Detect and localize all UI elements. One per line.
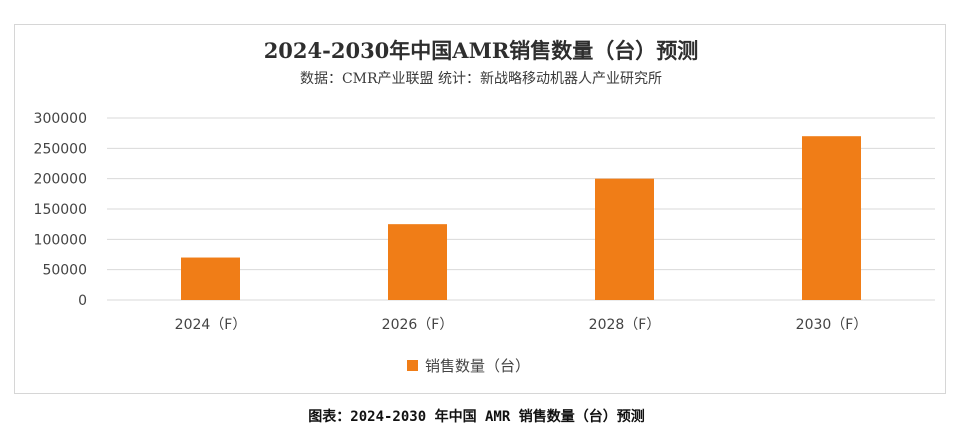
y-tick-label: 300000 [34,111,87,127]
chart-title: 2024-2030年中国AMR销售数量（台）预测 [264,38,699,63]
figure-caption: 图表：2024-2030 年中国 AMR 销售数量（台）预测 [308,409,645,425]
x-axis-ticks: 2024（F） 2026（F） 2028（F） 2030（F） [175,317,868,333]
y-tick-label: 250000 [34,141,87,157]
y-axis-ticks: 0 50000 100000 150000 200000 250000 300000 [34,111,87,309]
chart-subtitle: 数据：CMR产业联盟 统计：新战略移动机器人产业研究所 [300,71,662,87]
bar [595,178,654,300]
legend-label: 销售数量（台） [425,357,530,375]
y-tick-label: 50000 [42,263,87,279]
y-tick-label: 100000 [34,232,87,248]
bar-chart: 2024-2030年中国AMR销售数量（台）预测 数据：CMR产业联盟 统计：新… [34,38,935,375]
legend-swatch [407,360,418,371]
x-tick-label: 2030（F） [796,317,868,333]
x-tick-label: 2026（F） [382,317,454,333]
x-tick-label: 2028（F） [589,317,661,333]
bar [802,136,861,300]
y-tick-label: 200000 [34,172,87,188]
gridlines [107,117,935,301]
bar [388,224,447,300]
y-tick-label: 0 [78,293,87,309]
bars [181,136,861,300]
chart-frame: 2024-2030年中国AMR销售数量（台）预测 数据：CMR产业联盟 统计：新… [14,24,946,394]
legend: 销售数量（台） [407,357,530,375]
x-tick-label: 2024（F） [175,317,247,333]
bar [181,257,240,300]
y-tick-label: 150000 [34,202,87,218]
